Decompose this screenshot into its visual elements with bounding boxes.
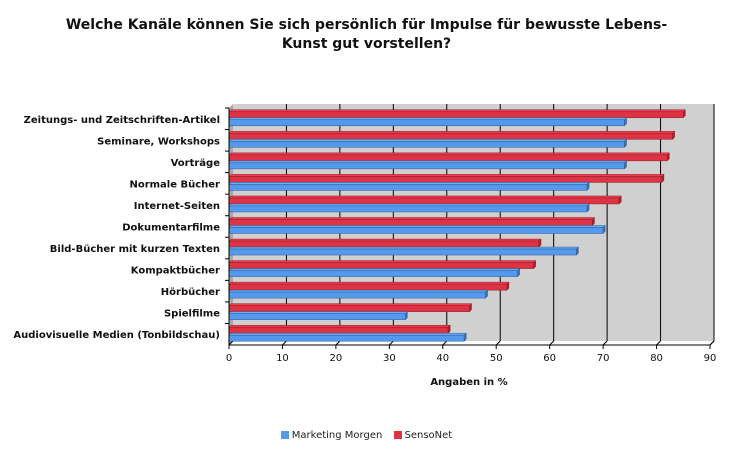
category-label: Zeitungs- und Zeitschriften-Artikel bbox=[24, 115, 220, 126]
x-tick-label: 20 bbox=[330, 353, 343, 364]
floor-gridline bbox=[388, 340, 394, 346]
category-label: Bild-Bücher mit kurzen Texten bbox=[50, 244, 220, 255]
bar-sensonet-bild-b-cher-mit-kurzen-texten bbox=[228, 238, 542, 248]
category-label: Kompaktbücher bbox=[131, 266, 220, 277]
legend: Marketing Morgen SensoNet bbox=[0, 430, 733, 441]
x-tick-labels: 0 10 20 30 40 50 60 70 80 90 bbox=[226, 345, 717, 364]
chart-title-line-1: Welche Kanäle können Sie sich persönlich… bbox=[65, 17, 668, 33]
x-tick-label: 90 bbox=[704, 353, 717, 364]
axis-depth-line bbox=[709, 340, 715, 346]
bar-marketing-morgen-spielfilme bbox=[228, 311, 408, 321]
floor-gridline bbox=[495, 340, 501, 346]
legend-label-sensonet: SensoNet bbox=[404, 430, 453, 441]
x-axis-label: Angaben in % bbox=[430, 377, 507, 388]
axes bbox=[228, 108, 715, 346]
bar-marketing-morgen-vortr-ge bbox=[228, 160, 628, 170]
x-tick-label: 80 bbox=[650, 353, 663, 364]
category-label: Normale Bücher bbox=[129, 179, 220, 190]
floor-gridline bbox=[335, 340, 341, 346]
bar-sensonet-normale-b-cher bbox=[228, 173, 665, 184]
chart-title-line-2: Kunst gut vorstellen? bbox=[281, 36, 452, 52]
category-label: Internet-Seiten bbox=[134, 201, 220, 212]
bar-marketing-morgen-zeitungs-und-zeitschriften-artikel bbox=[228, 117, 628, 127]
floor-gridline bbox=[442, 340, 448, 346]
bar-marketing-morgen-kompaktb-cher bbox=[228, 267, 521, 278]
floor-gridline bbox=[602, 340, 608, 346]
bar-sensonet-zeitungs-und-zeitschriften-artikel bbox=[228, 109, 686, 119]
legend-item-sensonet: SensoNet bbox=[393, 430, 453, 441]
category-label: Audiovisuelle Medien (Tonbildschau) bbox=[13, 330, 220, 341]
x-tick-label: 70 bbox=[597, 353, 610, 364]
legend-item-marketing-morgen: Marketing Morgen bbox=[280, 430, 383, 441]
bar-marketing-morgen-audiovisuelle-medien-tonbildschau bbox=[228, 332, 467, 342]
bar-sensonet-dokumentarfilme bbox=[228, 216, 596, 227]
x-tick-label: 30 bbox=[383, 353, 396, 364]
floor-gridline bbox=[282, 340, 287, 346]
bar-marketing-morgen-seminare-workshops bbox=[228, 138, 628, 148]
x-tick-label: 40 bbox=[436, 353, 449, 364]
category-label: Seminare, Workshops bbox=[97, 136, 220, 147]
category-label: Dokumentarfilme bbox=[122, 223, 220, 234]
legend-swatch-sensonet bbox=[393, 431, 402, 439]
x-tick-label: 0 bbox=[226, 353, 232, 364]
bar-sensonet-kompaktb-cher bbox=[228, 259, 537, 270]
bar-marketing-morgen-normale-b-cher bbox=[228, 181, 590, 192]
x-tick-label: 60 bbox=[543, 353, 556, 364]
bar-marketing-morgen-dokumentarfilme bbox=[228, 224, 606, 235]
floor-gridline bbox=[549, 340, 555, 346]
bar-sensonet-h-rb-cher bbox=[228, 281, 510, 291]
bar-sensonet-spielfilme bbox=[228, 303, 473, 313]
bar-marketing-morgen-h-rb-cher bbox=[228, 289, 489, 299]
category-label: Hörbücher bbox=[161, 287, 220, 298]
category-label: Spielfilme bbox=[164, 309, 220, 320]
bar-sensonet-audiovisuelle-medien-tonbildschau bbox=[228, 324, 451, 334]
floor-gridline bbox=[228, 340, 234, 346]
bars bbox=[228, 109, 686, 342]
bar-sensonet-seminare-workshops bbox=[228, 130, 676, 140]
category-labels: Zeitungs- und Zeitschriften-Artikel Semin… bbox=[13, 107, 229, 341]
bar-marketing-morgen-bild-b-cher-mit-kurzen-texten bbox=[228, 246, 579, 256]
legend-swatch-marketing-morgen bbox=[280, 431, 289, 439]
bar-chart: 0 10 20 30 40 50 60 70 80 90 Zeitungs- und Zeitsc… bbox=[13, 104, 717, 388]
bar-sensonet-vortr-ge bbox=[228, 152, 670, 162]
bar-marketing-morgen-internet-seiten bbox=[228, 203, 590, 213]
bar-sensonet-internet-seiten bbox=[228, 195, 622, 205]
chart-title: Welche Kanäle können Sie sich persönlich… bbox=[0, 16, 733, 54]
floor-gridline bbox=[656, 340, 661, 346]
legend-label-marketing-morgen: Marketing Morgen bbox=[291, 430, 383, 441]
category-label: Vorträge bbox=[171, 158, 221, 169]
x-tick-label: 10 bbox=[276, 353, 289, 364]
x-tick-label: 50 bbox=[490, 353, 503, 364]
